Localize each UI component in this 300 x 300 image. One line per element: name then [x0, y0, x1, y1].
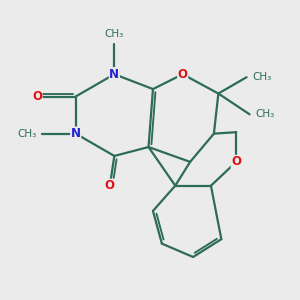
Text: CH₃: CH₃ [18, 129, 37, 139]
Text: O: O [105, 179, 115, 192]
Text: N: N [109, 68, 119, 81]
Text: O: O [32, 90, 42, 103]
Text: O: O [231, 155, 241, 168]
Text: O: O [178, 68, 188, 81]
Text: CH₃: CH₃ [252, 72, 271, 82]
Text: CH₃: CH₃ [255, 109, 274, 119]
Text: CH₃: CH₃ [105, 29, 124, 39]
Text: N: N [71, 127, 81, 140]
